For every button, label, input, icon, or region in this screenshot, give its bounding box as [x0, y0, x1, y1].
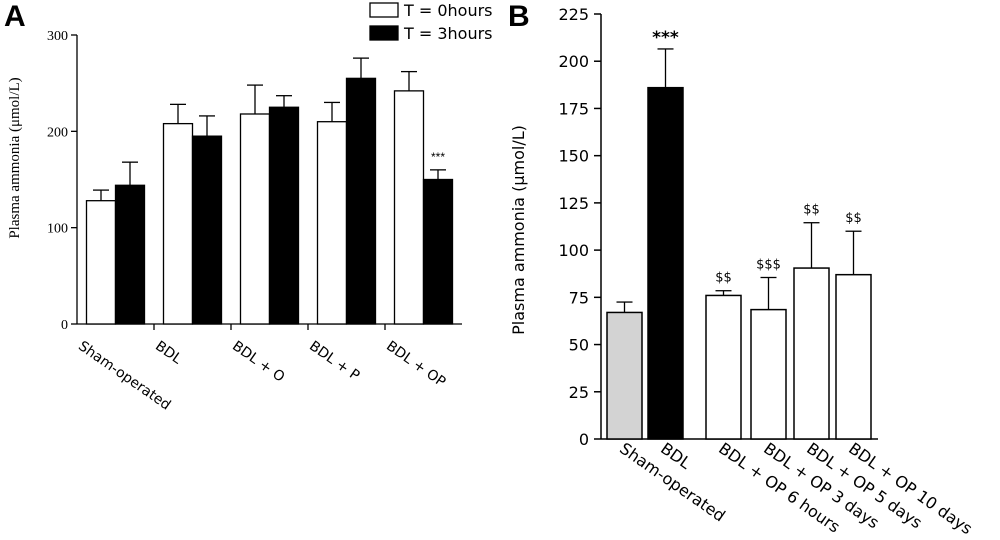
panel-a-bar	[268, 106, 300, 325]
panel-a-legend-swatch	[369, 2, 399, 18]
panel-a-bar	[85, 200, 117, 325]
panel-b-y-tick-label: 25	[569, 383, 589, 402]
panel-b-y-tick-label: 200	[558, 52, 589, 71]
panel-a: A Plasma ammonia (μmol/L) 0100200300Sham…	[4, 0, 493, 414]
panel-b-y-tick-label: 150	[558, 147, 589, 166]
panel-b-bar	[835, 273, 872, 440]
panel-a-bar	[422, 178, 454, 325]
panel-a-legend-label: T = 3hours	[403, 24, 493, 43]
panel-b-y-tick-label: 125	[558, 194, 589, 213]
panel-b-bar	[793, 267, 830, 440]
panel-a-legend-swatch	[369, 25, 399, 41]
panel-a-bar	[239, 113, 271, 325]
panel-b-y-tick-label: 75	[569, 288, 589, 307]
panel-b-significance-label: $$$	[756, 258, 781, 273]
panel-a-y-tick-label: 300	[47, 29, 68, 44]
panel-b: B Plasma ammonia (μmol/L) 0 25 50 75 100 125 1…	[508, 0, 976, 538]
panel-b-y-tick-label: 50	[569, 336, 589, 355]
panel-b-significance-label: $$	[715, 271, 732, 286]
panel-a-y-tick-label: 200	[47, 125, 68, 140]
panel-a-bar	[191, 135, 223, 325]
panel-a-letter: A	[4, 0, 26, 33]
panel-a-bar	[393, 90, 425, 325]
panel-b-bar	[647, 86, 684, 440]
panel-b-y-tick-label: 0	[579, 430, 589, 449]
panel-a-x-tick-label: BDL + OP	[383, 338, 448, 390]
panel-a-bar	[316, 121, 348, 325]
panel-a-x-tick-label: BDL	[152, 338, 184, 367]
panel-b-significance-label: ***	[652, 28, 679, 48]
panel-a-y-tick-label: 100	[47, 222, 68, 237]
panel-a-bar	[162, 122, 194, 325]
panel-b-y-tick-label: 100	[558, 241, 589, 260]
panel-a-significance-label: ***	[431, 150, 445, 164]
panel-a-bar	[114, 184, 146, 325]
panel-a-legend-label: T = 0hours	[403, 1, 493, 20]
panel-a-bar	[345, 77, 377, 325]
panel-b-y-tick-label: 175	[558, 99, 589, 118]
panel-a-x-tick-label: BDL + P	[306, 338, 362, 384]
panel-b-significance-label: $$	[845, 211, 862, 226]
panel-b-bar	[705, 294, 742, 440]
panel-b-y-axis-label: Plasma ammonia (μmol/L)	[509, 125, 528, 335]
panel-b-bar	[606, 311, 643, 440]
panel-a-y-axis-label: Plasma ammonia (μmol/L)	[7, 77, 23, 238]
panel-a-x-tick-label: BDL + O	[229, 338, 287, 385]
panel-b-letter: B	[508, 0, 530, 33]
panel-a-y-tick-label: 0	[61, 318, 68, 333]
panel-b-y-tick-label: 225	[558, 5, 589, 24]
panel-b-significance-label: $$	[803, 203, 820, 218]
panel-b-bar	[750, 308, 787, 440]
